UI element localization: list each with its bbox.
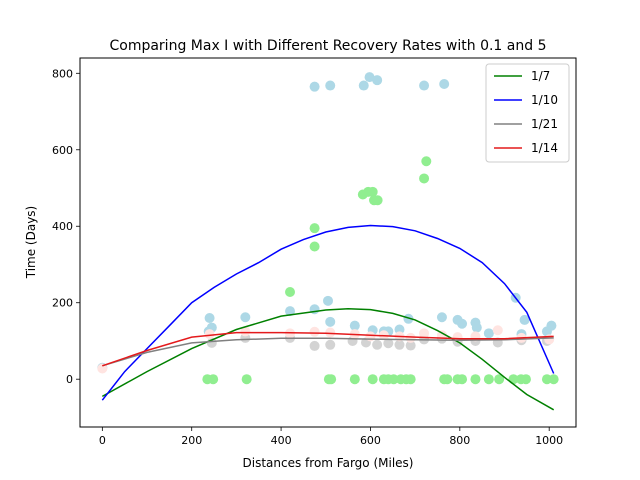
scatter-point: [442, 374, 453, 385]
scatter-point: [309, 223, 320, 234]
scatter-point: [349, 320, 360, 331]
chart-legend: 1/7 1/10 1/21 1/14: [485, 63, 570, 163]
x-tick-label: 800: [449, 434, 470, 447]
scatter-point: [439, 79, 450, 90]
scatter-point: [519, 314, 530, 325]
plot-area: [97, 72, 559, 411]
scatter-point: [325, 327, 336, 338]
scatter-point: [421, 156, 432, 167]
scatter-point: [470, 374, 481, 385]
scatter-point: [349, 374, 360, 385]
scatter-point: [208, 374, 219, 385]
scatter-point: [326, 374, 337, 385]
scatter-point: [204, 329, 215, 340]
scatter-point: [309, 241, 320, 252]
scatter-point: [405, 340, 416, 351]
scatter-point: [309, 326, 320, 337]
scatter-point: [372, 195, 383, 206]
scatter-point: [204, 313, 215, 324]
scatter-point: [394, 339, 405, 350]
y-tick-label: 400: [52, 220, 73, 233]
legend-box: [485, 63, 570, 163]
scatter-layer: [97, 72, 559, 385]
series-line: [102, 331, 554, 367]
scatter-point: [309, 81, 320, 92]
scatter-point: [325, 339, 336, 350]
chart-title: Comparing Max I with Different Recovery …: [109, 38, 546, 54]
scatter-point: [372, 75, 383, 86]
scatter-point: [483, 374, 494, 385]
x-tick-label: 600: [360, 434, 381, 447]
y-tick-label: 200: [52, 297, 73, 310]
scatter-point: [483, 328, 494, 339]
scatter-point: [492, 325, 503, 336]
scatter-point: [325, 316, 336, 327]
legend-label: 1/7: [531, 69, 550, 83]
scatter-point: [285, 287, 296, 298]
x-axis-ticks: 0 200 400 600 800 1000: [99, 427, 563, 447]
axes-frame: [79, 57, 577, 428]
scatter-point: [419, 80, 430, 91]
scatter-point: [367, 186, 378, 197]
scatter-point: [403, 313, 414, 324]
scatter-point: [383, 338, 394, 349]
lines-layer: [101, 224, 555, 411]
y-axis-ticks: 0 200 400 600 800: [52, 67, 80, 386]
scatter-point: [309, 340, 320, 351]
scatter-point: [457, 374, 468, 385]
legend-label: 1/21: [531, 117, 558, 131]
scatter-point: [364, 72, 375, 83]
scatter-point: [358, 80, 369, 91]
y-tick-label: 600: [52, 144, 73, 157]
x-tick-label: 400: [271, 434, 292, 447]
scatter-point: [494, 374, 505, 385]
scatter-point: [405, 332, 416, 343]
scatter-point: [372, 339, 383, 350]
scatter-point: [419, 173, 430, 184]
scatter-point: [436, 312, 447, 323]
scatter-point: [471, 322, 482, 333]
scatter-point: [520, 374, 531, 385]
x-axis-label: Distances from Fargo (Miles): [243, 456, 414, 470]
x-tick-label: 1000: [535, 434, 563, 447]
scatter-point: [285, 306, 296, 317]
scatter-point: [546, 320, 557, 331]
x-tick-label: 0: [99, 434, 106, 447]
y-tick-label: 800: [52, 67, 73, 80]
scatter-point: [367, 374, 378, 385]
legend-label: 1/14: [531, 141, 558, 155]
series-line: [102, 337, 554, 367]
legend-label: 1/10: [531, 93, 558, 107]
scatter-point: [457, 318, 468, 329]
x-tick-label: 200: [181, 434, 202, 447]
series-line: [101, 224, 555, 401]
scatter-point: [325, 80, 336, 91]
y-axis-label: Time (Days): [24, 206, 38, 280]
scatter-point: [548, 374, 559, 385]
y-tick-label: 0: [66, 373, 73, 386]
scatter-point: [405, 374, 416, 385]
scatter-point: [419, 328, 430, 339]
series-line: [101, 308, 555, 411]
scatter-point: [388, 374, 399, 385]
scatter-point: [240, 326, 251, 337]
scatter-point: [323, 295, 333, 306]
scatter-point: [240, 312, 251, 323]
scatter-point: [97, 363, 108, 374]
scatter-point: [241, 374, 252, 385]
scatter-point: [394, 324, 405, 335]
